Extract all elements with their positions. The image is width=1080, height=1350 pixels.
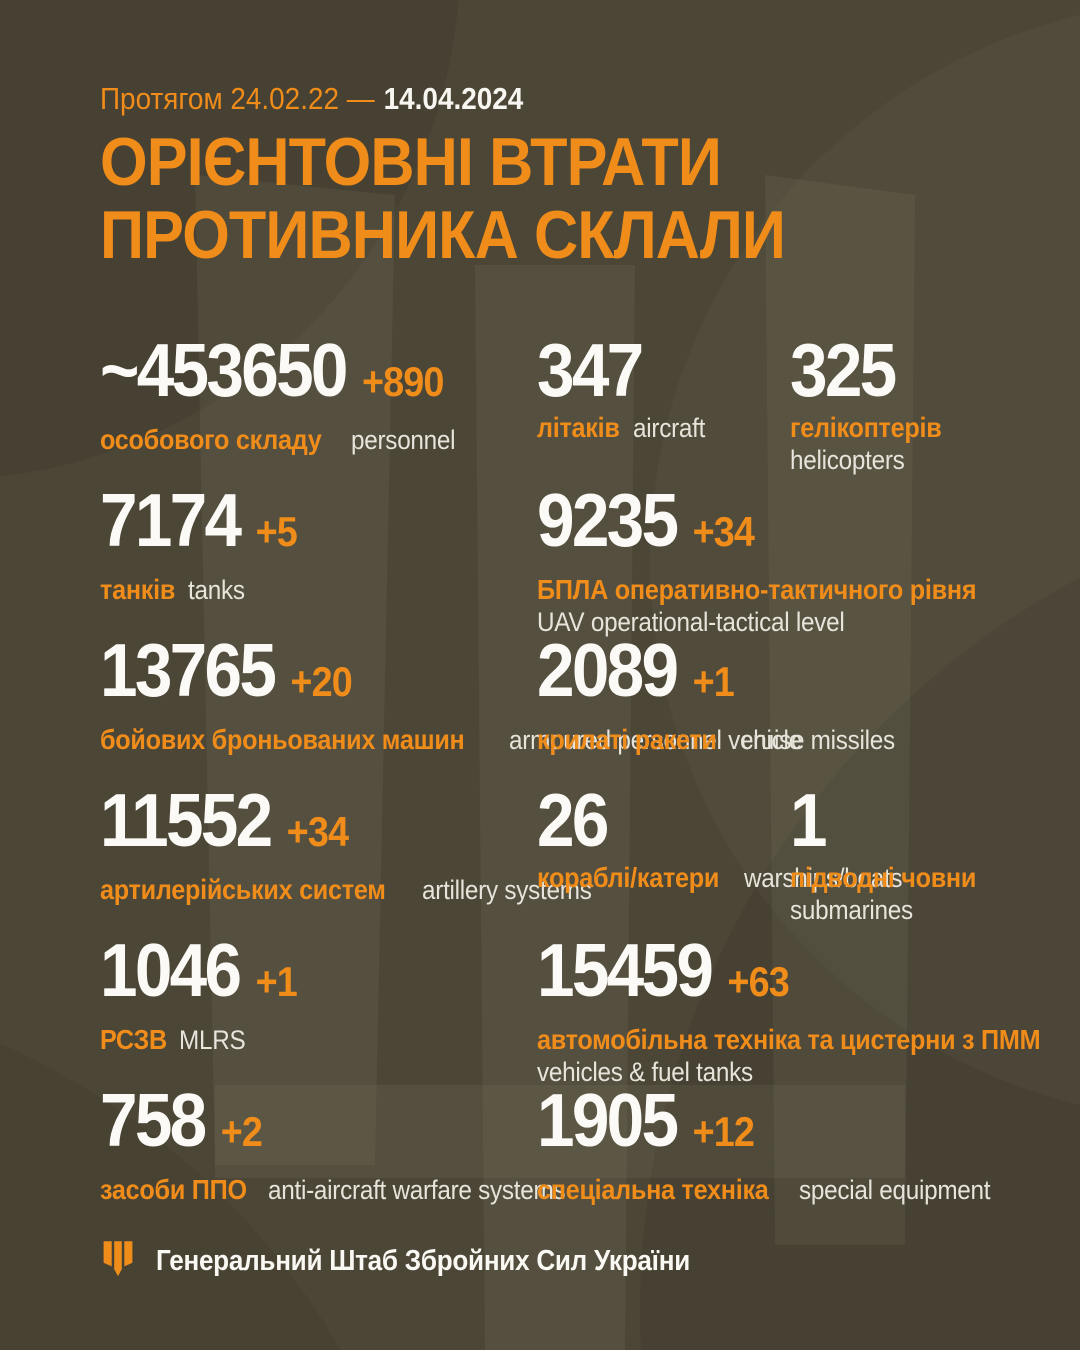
stat-anti-aircraft: 758 +2 засоби ППО anti-aircraft warfare s… (100, 1080, 598, 1207)
stat-value: 7174 (100, 478, 242, 562)
stat-label-en: cruise missiles (741, 725, 895, 755)
stat-label-en: personnel (350, 425, 456, 455)
stat-label-en: vehicles & fuel tanks (537, 1057, 753, 1087)
stat-label-en: armoured personnel vehicle (509, 725, 803, 755)
stat-submarines: 1 підводні човни submarines (790, 780, 1080, 927)
stat-value: 26 (537, 778, 609, 862)
stat-apv: 13765 +20 бойових броньованих машин armou… (100, 630, 835, 757)
stat-mlrs: 1046 +1 РСЗВ MLRS (100, 930, 319, 1057)
report-date: 14.04.2024 (383, 81, 524, 116)
stat-label-ua: РСЗВ (100, 1024, 167, 1055)
stat-label-ua: літаків (537, 412, 620, 443)
stat-value: 1905 (537, 1078, 679, 1162)
stat-label-ua: кораблі/катери (537, 862, 720, 893)
stat-value: ~453650 (100, 328, 348, 412)
stat-label-ua: гелікоптерів (790, 412, 942, 443)
stat-label-ua: БПЛА оперативно-тактичного рівня (537, 574, 977, 605)
stat-uav: 9235 +34 БПЛА оперативно-тактичного рівня… (537, 480, 1080, 639)
stat-warships: 26 кораблі/катери warships/boats (537, 780, 920, 895)
stat-label-ua: засоби ППО (100, 1174, 247, 1205)
stat-delta: +12 (692, 1108, 755, 1155)
stat-artillery: 11552 +34 артилерійських систем artillery… (100, 780, 610, 907)
stat-value: 325 (790, 328, 897, 412)
stat-value: 1046 (100, 928, 242, 1012)
stat-vehicles: 15459 +63 автомобільна техніка та цистерн… (537, 930, 1080, 1089)
stat-delta: +20 (290, 658, 352, 705)
stat-label-ua: підводні човни (790, 862, 977, 893)
stat-value: 758 (100, 1078, 207, 1162)
stat-aircraft: 347 літаків aircraft (537, 330, 713, 445)
stat-value: 1 (790, 778, 828, 862)
stat-label-ua: автомобільна техніка та цистерни з ПММ (537, 1024, 1041, 1055)
stat-label-en: aircraft (633, 413, 706, 443)
report-period: Протягом 24.02.22 —14.04.2024 (100, 80, 570, 118)
stat-label-ua: крилаті ракети (537, 724, 717, 755)
stat-label-en: special equipment (798, 1175, 991, 1205)
page-title: ОРІЄНТОВНІ ВТРАТИ ПРОТИВНИКА СКЛАЛИ (100, 126, 1080, 272)
stat-label-en: helicopters (790, 445, 905, 475)
stat-value: 9235 (537, 478, 679, 562)
stat-delta: +890 (361, 358, 444, 405)
title-line-2: ПРОТИВНИКА СКЛАЛИ (100, 197, 786, 273)
stat-delta: +1 (255, 958, 298, 1005)
stat-cruise-missiles: 2089 +1 крилаті ракети cruise missiles (537, 630, 912, 757)
stat-label-en: submarines (790, 895, 913, 925)
stat-helicopters: 325 гелікоптерів helicopters (790, 330, 1080, 477)
stat-label-en: tanks (187, 575, 245, 605)
footer: Генеральний Штаб Збройних Сил України (100, 1240, 749, 1282)
stat-tanks: 7174 +5 танків tanks (100, 480, 319, 607)
stat-delta: +1 (692, 658, 735, 705)
stat-label-en: UAV operational-tactical level (537, 607, 845, 637)
stat-delta: +63 (727, 958, 789, 1005)
stat-value: 15459 (537, 928, 714, 1012)
stat-delta: +2 (220, 1108, 263, 1155)
title-line-1: ОРІЄНТОВНІ ВТРАТИ (100, 124, 722, 200)
stat-label-ua: особового складу (100, 424, 322, 455)
stat-value: 11552 (100, 778, 273, 862)
stat-label-ua: спеціальна техніка (537, 1174, 769, 1205)
stat-label-en: artillery systems (421, 875, 592, 905)
stat-delta: +5 (255, 508, 298, 555)
stat-label-ua: артилерійських систем (100, 874, 386, 905)
stat-value: 2089 (537, 628, 679, 712)
stat-label-ua: танків (100, 574, 176, 605)
stat-value: 347 (537, 328, 644, 412)
tryzub-icon (103, 1241, 133, 1277)
stat-label-ua: бойових броньованих машин (100, 724, 465, 755)
stat-label-en: anti-aircraft warfare systems (267, 1175, 566, 1205)
stat-label-en: warships/boats (743, 863, 903, 893)
stat-delta: +34 (692, 508, 755, 555)
footer-org: Генеральний Штаб Збройних Сил України (156, 1244, 690, 1277)
period-prefix: Протягом 24.02.22 — (100, 81, 375, 116)
stat-special-equipment: 1905 +12 спеціальна техніка special equip… (537, 1080, 1011, 1207)
stat-personnel: ~453650 +890 особового складу personnel (100, 330, 482, 457)
stat-value: 13765 (100, 628, 277, 712)
stat-delta: +34 (286, 808, 349, 855)
stat-label-en: MLRS (178, 1025, 246, 1055)
